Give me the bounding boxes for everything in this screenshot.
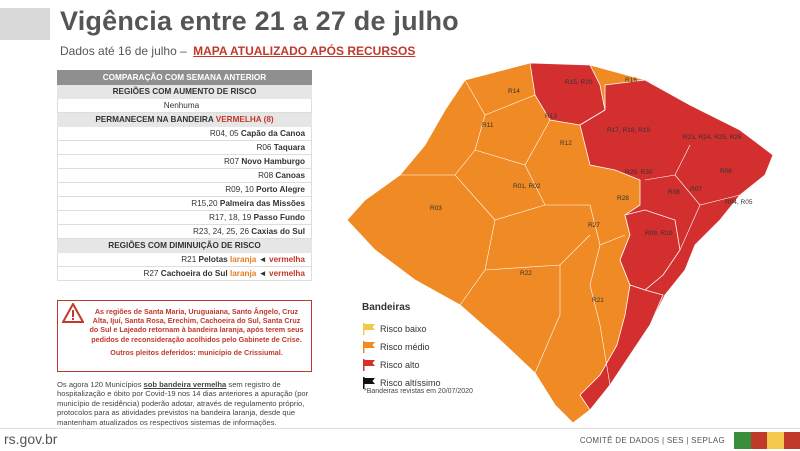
- map-label: R04, R05: [725, 199, 753, 206]
- footer-credits: COMITÊ DE DADOS | SES | SEPLAG: [579, 436, 725, 445]
- map-label: R12: [560, 140, 572, 147]
- table-row: R07 Novo Hamburgo: [57, 155, 312, 169]
- map-label: R01, R02: [513, 183, 541, 190]
- strip-green: [734, 432, 751, 449]
- legend-item: Risco altíssimo: [362, 374, 441, 392]
- map-label: R15, R20: [565, 79, 593, 86]
- flag-icon: [363, 377, 375, 389]
- footer-divider: [0, 428, 800, 429]
- alert-box: As regiões de Santa Maria, Uruguaiana, S…: [57, 300, 312, 372]
- color-strip: [734, 432, 800, 449]
- decrease-section-title: REGIÕES COM DIMINUIÇÃO DE RISCO: [57, 239, 312, 253]
- table-row: R06 Taquara: [57, 141, 312, 155]
- table-row: R27 Cachoeira do Sul laranja ◄ vermelha: [57, 267, 312, 281]
- flag-icon: [363, 359, 375, 371]
- map-legend: Bandeiras Risco baixo Risco médio Risco …: [362, 302, 441, 392]
- map-label: R03: [430, 205, 442, 212]
- increase-section-title: REGIÕES COM AUMENTO DE RISCO: [57, 85, 312, 99]
- map-label: R07: [690, 186, 702, 193]
- legend-item: Risco alto: [362, 356, 441, 374]
- map-region-south-coast: [579, 284, 664, 411]
- table-row: R17, 18, 19 Passo Fundo: [57, 211, 312, 225]
- map-label: R21: [592, 297, 604, 304]
- legend-title: Bandeiras: [362, 302, 411, 313]
- map-borders: [400, 79, 741, 386]
- table-row: R09, 10 Porto Alegre: [57, 183, 312, 197]
- municipality-note: Os agora 120 Municípios sob bandeira ver…: [57, 380, 309, 427]
- subtitle-date: Dados até 16 de julho –: [60, 44, 187, 58]
- strip-red-2: [783, 432, 800, 449]
- alert-other: Outros pleitos deferidos: município de C…: [110, 347, 283, 357]
- table-row: R21 Pelotas laranja ◄ vermelha: [57, 253, 312, 267]
- map-label: R23, R24, R25, R26: [683, 134, 742, 141]
- map-region-r09-r10: [619, 209, 681, 291]
- table-row: R23, 24, 25, 26 Caxias do Sul: [57, 225, 312, 239]
- strip-yellow: [767, 432, 784, 449]
- rs-risk-map: R15, R20 R16 R14 R13 R11 R17, R18, R19 R…: [346, 62, 774, 424]
- page-title: Vigência entre 21 a 27 de julho: [60, 6, 459, 36]
- remain-section-title: PERMANECEM NA BANDEIRA VERMELHA (8): [57, 113, 312, 127]
- map-label: R22: [520, 270, 532, 277]
- alert-text: As regiões de Santa Maria, Uruguaiana, S…: [89, 307, 304, 344]
- map-label: R14: [508, 88, 520, 95]
- map-label: R09, R10: [645, 230, 673, 237]
- map-label: R29, R30: [625, 169, 653, 176]
- legend-note: *Bandeiras revistas em 20/07/2020: [364, 388, 473, 395]
- warning-icon: [61, 301, 85, 325]
- site-link[interactable]: rs.gov.br: [4, 431, 58, 447]
- table-header: COMPARAÇÃO COM SEMANA ANTERIOR: [57, 70, 312, 85]
- increase-row: Nenhuma: [57, 99, 312, 113]
- map-label: R08: [668, 189, 680, 196]
- map-label: R06: [720, 168, 732, 175]
- table-row: R04, 05 Capão da Canoa: [57, 127, 312, 141]
- remain-flag: VERMELHA (8): [215, 115, 274, 124]
- subtitle-highlight: MAPA ATUALIZADO APÓS RECURSOS: [193, 44, 416, 58]
- header-accent-block: [0, 8, 50, 40]
- legend-item: Risco médio: [362, 338, 441, 356]
- map-label: R28: [617, 195, 629, 202]
- table-row: R15,20 Palmeira das Missões: [57, 197, 312, 211]
- page-subtitle: Dados até 16 de julho – MAPA ATUALIZADO …: [60, 44, 415, 58]
- map-label: R13: [545, 113, 557, 120]
- map-label: R27: [588, 222, 600, 229]
- flag-icon: [363, 341, 375, 353]
- strip-red: [750, 432, 767, 449]
- table-row: R08 Canoas: [57, 169, 312, 183]
- comparison-table: COMPARAÇÃO COM SEMANA ANTERIOR REGIÕES C…: [57, 70, 312, 281]
- flag-icon: [363, 323, 375, 335]
- map-label: R11: [482, 122, 494, 129]
- map-label: R16: [625, 77, 637, 84]
- legend-item: Risco baixo: [362, 320, 441, 338]
- map-label: R17, R18, R19: [607, 127, 650, 134]
